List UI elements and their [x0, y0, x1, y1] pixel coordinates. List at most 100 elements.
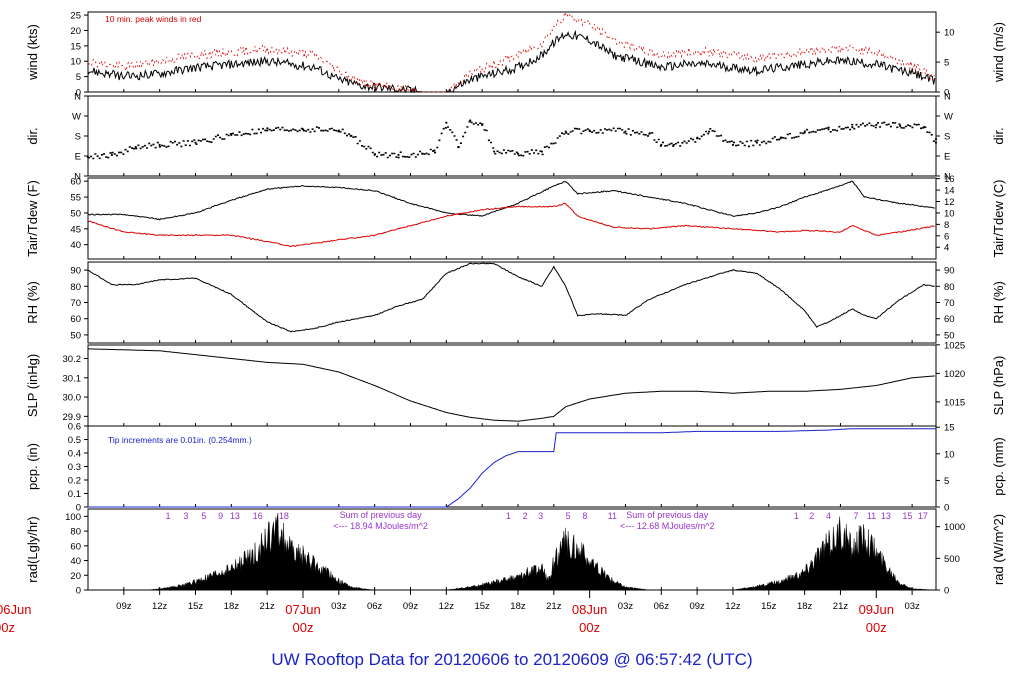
radiation-hour-label-12: 11: [608, 511, 617, 521]
direction-point-27: [696, 137, 699, 140]
wind-ytick-label-right-0: 0: [944, 88, 949, 99]
direction-ytick-label-right-1: E: [944, 152, 950, 163]
precip-ytick-label-left-4: 0.4: [68, 449, 81, 460]
direction-point-33: [827, 128, 830, 131]
radiation-ylabel-left: rad(Lgly/hr): [25, 516, 40, 582]
direction-point-0: [86, 156, 90, 159]
precip-ylabel-right: pcp. (mm): [991, 437, 1006, 496]
direction-point-16: [469, 119, 472, 122]
precip-ytick-label-left-3: 0.3: [68, 462, 81, 473]
precip-series-0: [88, 428, 936, 508]
radiation-hour-label-4: 13: [230, 511, 240, 521]
radiation-hour-label-15: 4: [826, 511, 831, 521]
direction-point-2: [134, 146, 137, 149]
temperature-ylabel-left: Tair/Tdew (F): [25, 180, 40, 257]
precip-ytick-label-right-0: 0: [944, 503, 949, 514]
radiation-hour-label-16: 7: [853, 511, 858, 521]
precip-ytick-label-left-0: 0: [76, 503, 81, 514]
radiation-ytick-label-left-2: 40: [70, 556, 81, 567]
temperature-ytick-label-left-1: 45: [70, 224, 81, 235]
radiation-ytick-label-right-0: 0: [944, 586, 949, 597]
direction-point-7: [301, 128, 305, 131]
radiation-ytick-label-left-0: 0: [76, 586, 81, 597]
direction-ytick-label-left-3: W: [72, 112, 81, 123]
xtick-label-15: 12z: [725, 601, 741, 612]
direction-series-0: [88, 120, 937, 160]
direction-point-21: [564, 130, 567, 133]
radiation-hour-label-19: 15: [902, 511, 912, 521]
day-label-hour-3: 00z: [866, 620, 887, 635]
radiation-hour-label-17: 11: [867, 511, 876, 521]
direction-ylabel-left: dir.: [25, 127, 40, 144]
direction-ytick-label-left-0: N: [74, 172, 81, 183]
temperature-ytick-label-right-3: 10: [944, 208, 955, 219]
direction-point-29: [731, 143, 735, 146]
precip-ytick-label-left-2: 0.2: [68, 476, 81, 487]
direction-point-9: [349, 134, 352, 138]
wind-ytick-label-left-1: 5: [76, 72, 81, 83]
xtick-label-11: 21z: [546, 601, 562, 612]
xtick-label-0: 09z: [116, 601, 132, 612]
direction-point-14: [445, 121, 448, 124]
direction-point-3: [158, 143, 161, 146]
temperature-ytick-label-right-6: 16: [944, 174, 955, 185]
radiation-hour-label-14: 2: [809, 511, 814, 521]
rh-ytick-label-right-0: 50: [944, 330, 955, 341]
direction-point-38: [934, 141, 938, 144]
radiation-series-0: [88, 512, 936, 591]
direction-point-12: [421, 152, 424, 155]
direction-point-5: [230, 133, 233, 136]
rh-ylabel-left: RH (%): [25, 281, 40, 324]
day-label-date-2: 08Jun: [572, 602, 607, 617]
xtick-label-5: 03z: [331, 601, 347, 612]
wind-annotation: 10 min. peak winds in red: [105, 14, 202, 24]
wind-ytick-label-left-3: 15: [70, 41, 81, 52]
direction-point-35: [875, 123, 878, 126]
direction-point-17: [481, 123, 484, 126]
direction-point-34: [851, 126, 854, 129]
xtick-label-7: 09z: [403, 601, 419, 612]
xtick-label-2: 15z: [188, 601, 204, 612]
rh-ytick-label-left-2: 70: [70, 298, 81, 309]
day-label-date-3: 09Jun: [859, 602, 894, 617]
xtick-label-13: 06z: [654, 601, 670, 612]
wind-ytick-label-right-2: 10: [944, 28, 955, 39]
xtick-label-10: 18z: [510, 601, 526, 612]
pressure-ytick-label-right-0: 1015: [944, 397, 965, 408]
direction-point-26: [672, 144, 675, 148]
radiation-daily-sum-value-0: <--- 18.94 MJoules/m^2: [333, 521, 428, 531]
radiation-daily-sum-title-0: Sum of previous day: [340, 510, 423, 520]
wind-series-1: [87, 10, 935, 94]
precip-ytick-label-right-3: 15: [944, 423, 955, 434]
wind-panel-frame: [87, 11, 937, 93]
pressure-ytick-label-left-2: 30.1: [63, 373, 82, 384]
temperature-ylabel-right: Tair/Tdew (C): [991, 179, 1006, 257]
temperature-series-1: [87, 202, 935, 248]
radiation-hour-label-3: 9: [218, 511, 223, 521]
direction-point-15: [457, 146, 460, 149]
xtick-label-4: 21z: [259, 601, 275, 612]
direction-point-10: [373, 153, 376, 156]
pressure-ytick-label-left-3: 30.2: [63, 354, 82, 365]
radiation-hour-label-20: 17: [918, 511, 928, 521]
rh-ytick-label-left-4: 90: [70, 266, 81, 277]
xtick-label-17: 18z: [797, 601, 813, 612]
direction-point-4: [194, 141, 197, 144]
direction-point-11: [397, 153, 400, 156]
temperature-ytick-label-right-0: 4: [944, 243, 949, 254]
wind-ytick-label-right-1: 5: [944, 58, 949, 69]
temperature-ytick-label-left-2: 50: [70, 208, 81, 219]
wind-ylabel-left: wind (kts): [25, 24, 40, 81]
xtick-label-6: 06z: [367, 601, 383, 612]
radiation-hour-label-6: 18: [279, 511, 289, 521]
xtick-label-14: 09z: [689, 601, 705, 612]
xtick-label-16: 15z: [761, 601, 777, 612]
direction-point-24: [648, 132, 651, 135]
precip-ylabel-left: pcp. (in): [25, 443, 40, 490]
radiation-ylabel-right: rad (W/m^2): [991, 514, 1006, 585]
pressure-series-0: [88, 348, 935, 422]
direction-ytick-label-left-1: E: [75, 152, 81, 163]
day-label-hour-1: 00z: [293, 620, 314, 635]
xtick-label-19: 03z: [904, 601, 920, 612]
radiation-hour-label-2: 5: [201, 511, 206, 521]
